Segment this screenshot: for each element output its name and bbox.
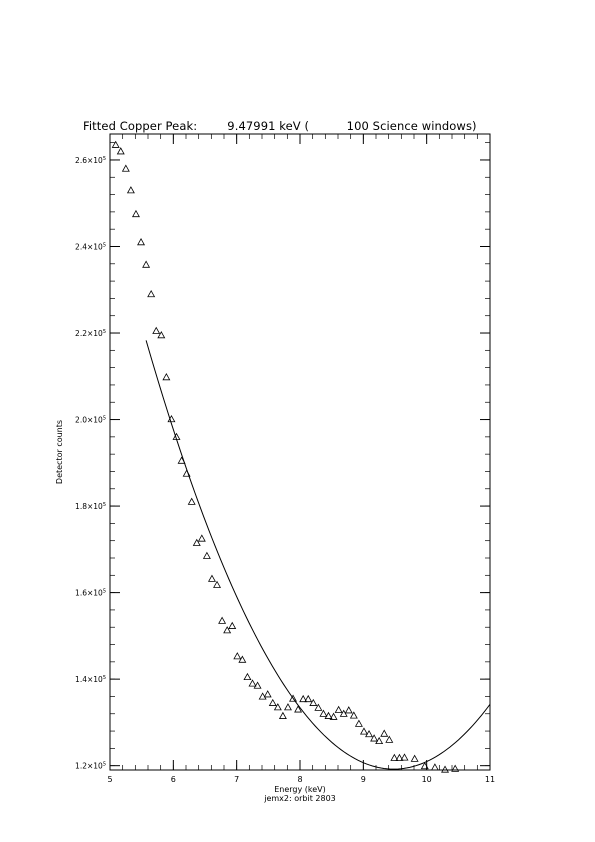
- x-tick-label: 10: [422, 775, 432, 784]
- data-point: [380, 729, 389, 737]
- data-point: [111, 140, 120, 148]
- data-point: [451, 764, 460, 772]
- data-point: [162, 373, 171, 381]
- data-point: [299, 694, 308, 703]
- chart-subtitle: jemx2: orbit 2803: [263, 794, 336, 803]
- y-axis-label: Detector counts: [55, 420, 64, 484]
- data-point: [137, 238, 146, 246]
- data-point: [294, 705, 303, 713]
- x-tick-label: 8: [297, 775, 302, 784]
- data-point: [344, 706, 353, 714]
- y-tick-label: 1.4×105: [75, 675, 106, 684]
- data-point: [218, 616, 227, 624]
- data-point: [233, 652, 242, 660]
- data-point: [248, 679, 257, 687]
- data-point: [228, 621, 237, 629]
- data-point: [289, 694, 298, 702]
- data-point: [238, 655, 247, 663]
- y-axis: 1.2×105 1.4×105 1.6×105 1.8×105 2.0×105 2.2×1…: [75, 156, 490, 771]
- y-tick-label: 2.0×105: [75, 416, 106, 425]
- data-point: [263, 690, 272, 698]
- data-point: [253, 681, 262, 689]
- data-point: [116, 147, 125, 155]
- data-point: [213, 580, 222, 588]
- data-point: [339, 709, 348, 717]
- data-point: [410, 754, 419, 762]
- data-points: [111, 140, 460, 773]
- data-point: [197, 534, 206, 542]
- data-point: [223, 626, 232, 634]
- x-axis-label: Energy (keV): [274, 785, 326, 794]
- plot-frame: [109, 133, 491, 771]
- y-tick-label: 1.6×105: [75, 589, 106, 598]
- data-point: [278, 711, 287, 719]
- x-tick-label: 7: [234, 775, 239, 784]
- data-point: [192, 538, 201, 546]
- data-point: [420, 761, 429, 770]
- data-point: [430, 763, 439, 771]
- x-axis: 5 6 7 8 9 10 11: [107, 134, 495, 784]
- data-point: [207, 574, 216, 582]
- data-point: [319, 709, 328, 717]
- data-point: [314, 703, 323, 711]
- data-point: [359, 727, 368, 735]
- data-point: [268, 698, 277, 706]
- y-tick-label: 1.2×105: [75, 762, 106, 771]
- data-point: [385, 735, 394, 743]
- data-point: [283, 703, 292, 711]
- data-point: [304, 694, 313, 703]
- data-point: [258, 692, 267, 700]
- x-tick-label: 11: [485, 775, 495, 784]
- data-point: [400, 753, 409, 761]
- x-tick-label: 6: [171, 775, 176, 784]
- data-point: [390, 753, 399, 761]
- data-point: [126, 186, 135, 194]
- data-point: [349, 711, 358, 719]
- y-tick-label: 2.6×105: [75, 156, 106, 165]
- x-tick-label: 5: [107, 775, 112, 784]
- data-point: [142, 260, 151, 268]
- data-point: [395, 753, 404, 761]
- data-point: [309, 698, 318, 706]
- data-point: [329, 712, 338, 720]
- data-point: [370, 734, 379, 742]
- data-point: [273, 703, 282, 711]
- data-point: [147, 289, 156, 298]
- data-point: [334, 705, 343, 713]
- data-point: [131, 209, 140, 218]
- data-point: [187, 497, 196, 505]
- data-point: [365, 729, 374, 738]
- y-tick-label: 2.4×105: [75, 242, 106, 251]
- chart-title: Fitted Copper Peak: 9.47991 keV ( 100 Sc…: [83, 119, 477, 133]
- data-point: [152, 326, 161, 334]
- y-tick-label: 1.8×105: [75, 502, 106, 511]
- data-point: [157, 331, 166, 339]
- fit-curve: [145, 340, 491, 770]
- data-point: [202, 551, 211, 559]
- data-point: [121, 164, 130, 172]
- minor-ticks: [109, 134, 491, 770]
- data-point: [243, 672, 252, 681]
- data-point: [354, 719, 363, 727]
- x-tick-label: 9: [361, 775, 366, 784]
- y-tick-label: 2.2×105: [75, 329, 106, 338]
- data-point: [375, 736, 384, 745]
- data-point: [441, 765, 450, 773]
- data-point: [324, 711, 333, 719]
